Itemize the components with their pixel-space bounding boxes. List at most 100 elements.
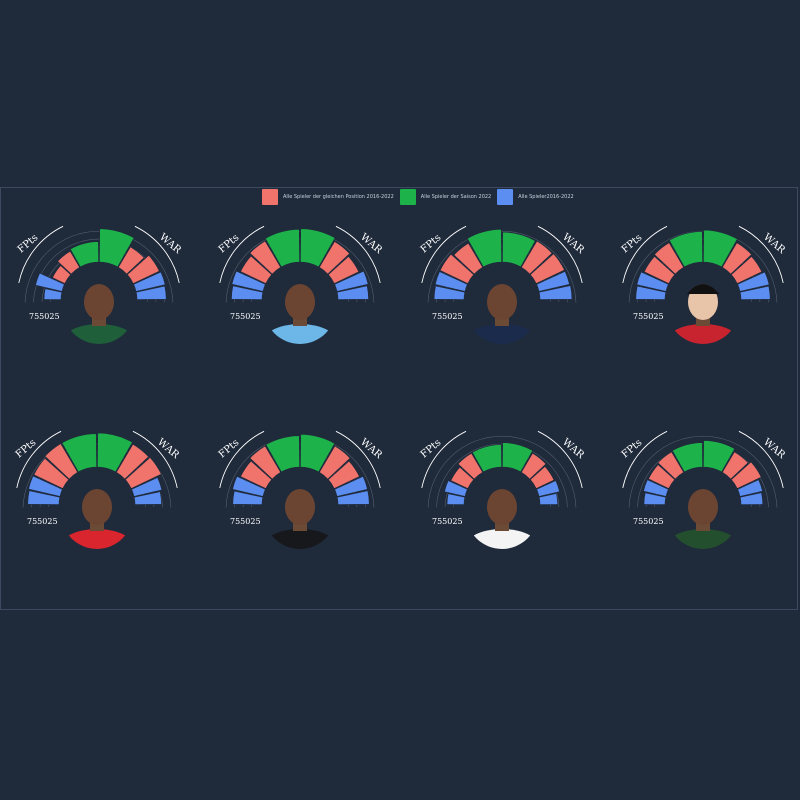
bar-position[interactable]	[318, 445, 351, 480]
bar-all[interactable]	[444, 480, 468, 497]
bar-all[interactable]	[133, 271, 166, 292]
chart-6: FPts WAR 755025	[217, 430, 384, 549]
bar-all[interactable]	[28, 475, 63, 497]
bar-season[interactable]	[300, 228, 336, 268]
bar-position[interactable]	[327, 460, 360, 489]
bar-season[interactable]	[668, 231, 703, 268]
bar-all[interactable]	[739, 492, 764, 505]
bar-all[interactable]	[643, 492, 667, 505]
bar-all[interactable]	[737, 479, 763, 497]
bar-all[interactable]	[232, 475, 266, 497]
bar-position[interactable]	[115, 443, 150, 480]
ring-4	[427, 435, 577, 508]
fpts-arc	[16, 430, 62, 489]
legend-item-position[interactable]: Alle Spieler der gleichen Position 2016-…	[262, 189, 394, 205]
bar-position[interactable]	[124, 456, 162, 489]
bar-all[interactable]	[135, 285, 167, 300]
bar-position[interactable]	[520, 452, 547, 480]
bar-position[interactable]	[318, 241, 351, 275]
bar-position[interactable]	[648, 464, 676, 489]
bar-season[interactable]	[69, 241, 99, 268]
war-arc	[738, 430, 784, 489]
bar-position[interactable]	[240, 460, 273, 489]
bar-position[interactable]	[453, 242, 484, 275]
bar-season[interactable]	[502, 442, 534, 473]
bar-position[interactable]	[657, 451, 685, 480]
bar-season[interactable]	[61, 433, 97, 473]
bar-season[interactable]	[99, 228, 135, 268]
bar-position[interactable]	[117, 246, 145, 275]
bar-position[interactable]	[44, 443, 79, 480]
bar-position[interactable]	[439, 253, 475, 284]
war-arc	[537, 225, 583, 284]
bar-position[interactable]	[327, 256, 360, 284]
tick-labels: 755025	[230, 517, 261, 526]
bar-position[interactable]	[33, 457, 70, 489]
chart-7: FPts WAR 755025	[419, 430, 586, 549]
bar-all[interactable]	[131, 477, 163, 497]
bar-all[interactable]	[35, 272, 65, 292]
bar-all[interactable]	[231, 270, 266, 292]
bar-position[interactable]	[126, 254, 160, 284]
bar-season[interactable]	[471, 444, 502, 473]
bar-all[interactable]	[446, 493, 466, 505]
bar-position[interactable]	[643, 256, 676, 284]
bar-all[interactable]	[433, 285, 466, 300]
jersey-icon	[466, 324, 538, 344]
bar-position[interactable]	[520, 240, 553, 275]
bar-season[interactable]	[466, 229, 502, 268]
bar-position[interactable]	[529, 466, 555, 489]
bar-all[interactable]	[739, 285, 771, 300]
bar-season[interactable]	[97, 432, 133, 473]
bar-position[interactable]	[450, 466, 475, 489]
bar-position[interactable]	[721, 242, 753, 275]
war-label: WAR	[358, 437, 384, 461]
bar-position[interactable]	[240, 255, 273, 284]
bar-all[interactable]	[536, 270, 570, 292]
bar-position[interactable]	[52, 265, 72, 284]
bar-position[interactable]	[721, 451, 749, 480]
bar-position[interactable]	[57, 250, 81, 275]
bar-all[interactable]	[334, 270, 369, 292]
fpts-arc	[219, 430, 265, 489]
bar-all[interactable]	[636, 271, 669, 292]
bar-season[interactable]	[300, 434, 336, 473]
legend-item-all[interactable]: Alle Spieler2016-2022	[497, 189, 574, 205]
bar-all[interactable]	[133, 491, 162, 505]
ring-3	[637, 443, 769, 508]
bar-all[interactable]	[231, 285, 264, 300]
bar-season[interactable]	[265, 435, 300, 473]
bar-season[interactable]	[264, 229, 300, 268]
bar-position[interactable]	[730, 461, 762, 489]
bar-season[interactable]	[703, 440, 736, 473]
bar-all[interactable]	[434, 271, 468, 292]
bar-season[interactable]	[502, 231, 536, 268]
bar-season[interactable]	[703, 229, 738, 268]
chart-panel	[0, 187, 798, 610]
bar-all[interactable]	[635, 285, 667, 300]
bar-all[interactable]	[27, 490, 61, 505]
tick-labels: 755025	[432, 312, 463, 321]
bar-all[interactable]	[336, 285, 369, 300]
bar-all[interactable]	[536, 480, 560, 497]
bar-position[interactable]	[457, 452, 484, 480]
bar-all[interactable]	[538, 493, 558, 505]
bar-season[interactable]	[671, 442, 703, 473]
fpts-label: FPts	[217, 232, 242, 255]
bar-all[interactable]	[232, 490, 264, 505]
bar-position[interactable]	[730, 256, 763, 284]
legend: Alle Spieler der gleichen Position 2016-…	[262, 188, 580, 206]
tick-labels: 755025	[432, 517, 463, 526]
legend-item-season[interactable]: Alle Spieler der Saison 2022	[399, 189, 491, 205]
bar-all[interactable]	[737, 271, 770, 292]
bar-all[interactable]	[336, 490, 370, 505]
bar-all[interactable]	[334, 475, 368, 497]
bar-all[interactable]	[538, 285, 573, 300]
war-arc	[537, 430, 583, 489]
bar-position[interactable]	[529, 253, 565, 284]
bar-position[interactable]	[249, 445, 282, 480]
bar-all[interactable]	[43, 288, 63, 300]
bar-position[interactable]	[653, 242, 685, 275]
bar-position[interactable]	[249, 240, 282, 275]
bar-all[interactable]	[643, 479, 669, 497]
